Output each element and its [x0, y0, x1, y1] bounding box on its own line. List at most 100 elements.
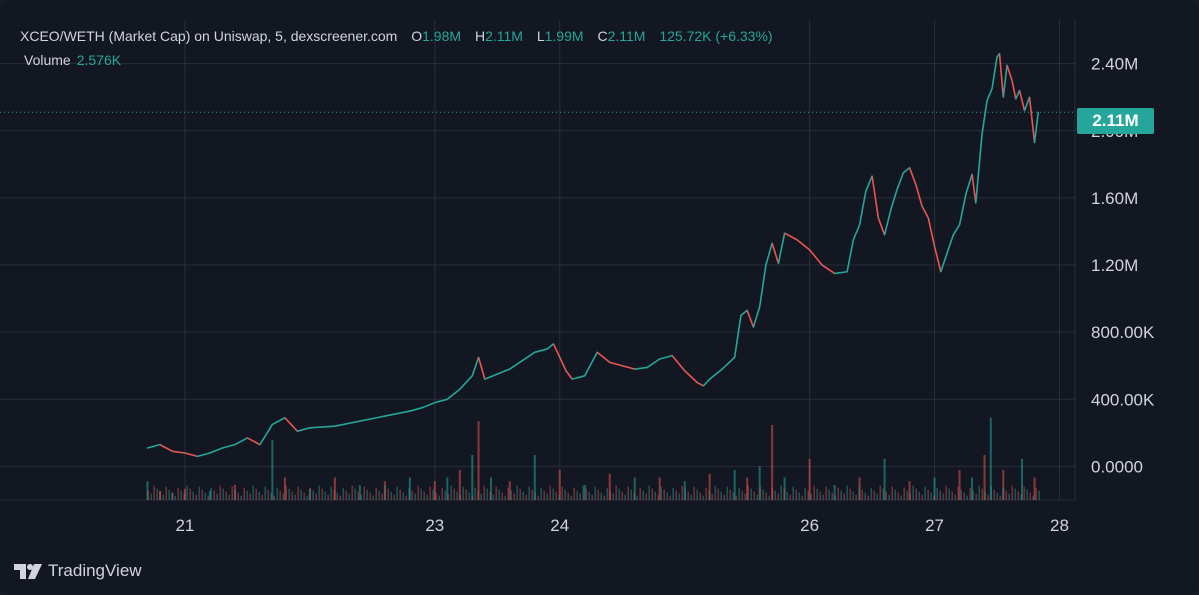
volume-bar [750, 488, 752, 500]
price-segment [609, 361, 623, 367]
price-point [1033, 141, 1036, 144]
volume-bar [564, 489, 566, 500]
price-segment [334, 420, 361, 427]
volume-bar [570, 495, 572, 500]
x-tick-label: 26 [800, 516, 819, 535]
volume-bar [603, 495, 605, 500]
volume-bar [993, 489, 995, 500]
price-segment [871, 175, 880, 219]
volume-bar [189, 488, 191, 500]
price-point [234, 443, 236, 446]
price-segment [877, 217, 886, 236]
volume-bar [883, 458, 886, 500]
volume-bar [1035, 487, 1037, 500]
volume-bar [285, 485, 287, 500]
volume-bar [723, 494, 725, 500]
volume-bar [283, 477, 286, 500]
volume-bar [683, 481, 686, 500]
volume-bar [1011, 485, 1013, 500]
volume-bar [711, 493, 713, 500]
price-point [921, 205, 923, 208]
volume-bar [201, 489, 203, 500]
volume-bar [324, 491, 326, 500]
volume-bar [432, 489, 434, 500]
volume-bar [204, 492, 206, 500]
price-point [508, 368, 511, 370]
volume-bar [849, 488, 851, 500]
price-segment [484, 373, 498, 380]
volume-bar [255, 488, 257, 500]
volume-bar [630, 489, 632, 500]
volume-bar [146, 481, 149, 500]
volume-bar [813, 485, 815, 500]
volume-bar [759, 486, 761, 500]
price-segment [222, 443, 236, 449]
price-point [733, 356, 736, 359]
price-point [159, 443, 161, 446]
volume-bar [702, 495, 704, 500]
price-point [746, 309, 749, 312]
volume-bar [306, 495, 308, 500]
volume-bar [840, 490, 842, 500]
volume-bar [798, 492, 800, 500]
volume-bar [348, 493, 350, 500]
volume-bar [906, 490, 908, 500]
volume-bar [816, 488, 818, 500]
price-point [933, 245, 936, 248]
volume-bar [915, 488, 917, 500]
volume-bar [771, 487, 773, 500]
volume-bar [308, 488, 311, 500]
volume-bar [240, 495, 242, 500]
volume-bar [294, 494, 296, 500]
volume-bar [735, 495, 737, 500]
price-point [458, 388, 461, 391]
volume-bar [843, 493, 845, 500]
volume-bar [933, 495, 935, 500]
volume-bar [627, 486, 629, 500]
price-segment [646, 358, 661, 369]
volume-bar [687, 491, 689, 500]
price-segment [172, 450, 186, 454]
volume-bar [522, 491, 524, 500]
volume-bar [1023, 486, 1025, 500]
volume-bar [708, 490, 710, 500]
volume-bar [315, 493, 317, 500]
price-point [852, 238, 855, 241]
price-point [221, 447, 224, 449]
volume-bar [600, 492, 602, 500]
brand-name: TradingView [48, 561, 142, 580]
volume-bar [333, 477, 336, 500]
price-segment [965, 174, 973, 195]
price-segment [247, 437, 261, 446]
volume-bar [783, 477, 786, 500]
volume-bar [264, 486, 266, 500]
volume-bar [615, 485, 617, 500]
volume-bar [633, 477, 636, 500]
volume-bar [591, 494, 593, 500]
volume-bar [429, 486, 431, 500]
price-segment [940, 253, 948, 273]
volume-bar [762, 489, 764, 500]
price-segment [477, 357, 486, 380]
volume-bar [366, 489, 368, 500]
legend-low-value: 1.99M [544, 28, 584, 44]
volume-bar [471, 495, 473, 500]
volume-bar [408, 487, 410, 500]
price-point [702, 384, 705, 387]
x-tick-label: 24 [550, 516, 569, 535]
volume-bar [1002, 470, 1005, 500]
legend-close-label: C [597, 28, 608, 44]
volume-bar [458, 470, 461, 500]
volume-bar [891, 486, 893, 500]
price-segment [902, 167, 911, 174]
volume-bar [261, 494, 263, 500]
volume-bar [159, 491, 161, 500]
tradingview-brand[interactable]: TradingView [14, 561, 142, 581]
volume-bar [246, 490, 248, 500]
price-segment [921, 205, 930, 219]
price-segment [890, 189, 898, 210]
price-point [1006, 64, 1008, 67]
volume-bar [960, 489, 962, 500]
